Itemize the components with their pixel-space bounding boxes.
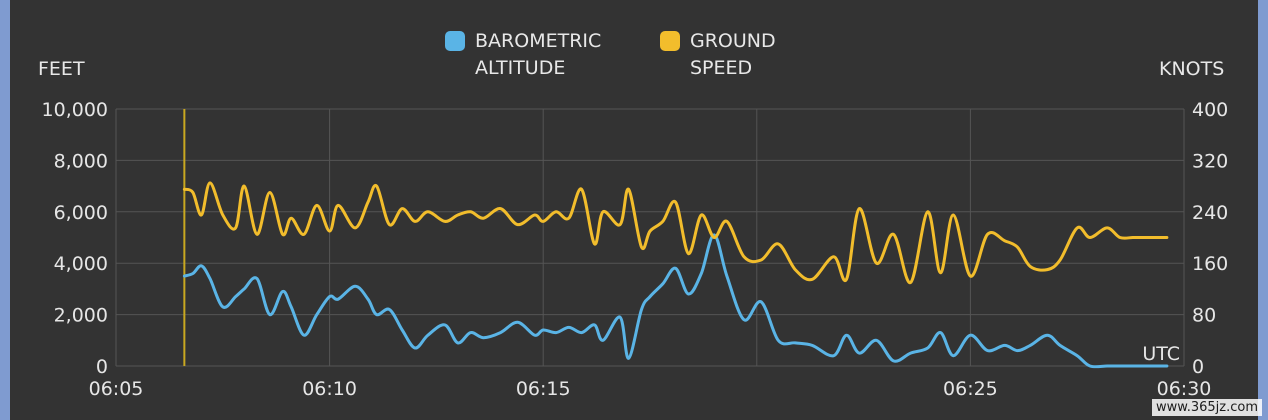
y-left-tick-label: 2,000 bbox=[54, 305, 108, 327]
right-axis-title: KNOTS bbox=[1159, 58, 1225, 80]
y-left-tick-label: 10,000 bbox=[42, 99, 108, 121]
grid-lines bbox=[115, 108, 1185, 367]
x-tick-label: 06:15 bbox=[516, 378, 571, 400]
y-right-tick-label: 80 bbox=[1192, 305, 1216, 327]
series-layer bbox=[182, 109, 1169, 369]
legend-swatch-altitude bbox=[445, 31, 465, 51]
legend-swatch-speed bbox=[660, 31, 680, 51]
x-tick-label: 06:05 bbox=[89, 378, 144, 400]
legend-label-altitude: BAROMETRIC ALTITUDE bbox=[475, 30, 602, 79]
right-border-strip bbox=[1258, 0, 1268, 420]
x-tick-label: 06:10 bbox=[302, 378, 357, 400]
legend-label-speed: GROUND SPEED bbox=[690, 30, 776, 79]
left-axis-title: FEET bbox=[38, 58, 85, 80]
y-right-tick-label: 240 bbox=[1192, 202, 1228, 224]
legend-item-altitude[interactable]: BAROMETRIC ALTITUDE bbox=[445, 28, 601, 82]
y-left-tick-label: 6,000 bbox=[54, 202, 108, 224]
y-left-tick-label: 4,000 bbox=[54, 253, 108, 275]
y-right-tick-label: 0 bbox=[1192, 356, 1204, 378]
tick-labels: 10,000 400 8,000 320 6,000 240 4,000 160 2,000 80… bbox=[42, 99, 1229, 400]
x-tick-label: 06:25 bbox=[943, 378, 998, 400]
y-left-tick-label: 0 bbox=[96, 356, 108, 378]
speed-series-line bbox=[182, 181, 1169, 285]
altitude-series-line bbox=[182, 233, 1169, 369]
y-left-tick-label: 8,000 bbox=[54, 150, 108, 172]
y-right-tick-label: 320 bbox=[1192, 150, 1228, 172]
x-tick-label: 06:30 bbox=[1157, 378, 1212, 400]
legend-item-speed[interactable]: GROUND SPEED bbox=[660, 28, 776, 82]
y-right-tick-label: 160 bbox=[1192, 253, 1228, 275]
y-right-tick-label: 400 bbox=[1192, 99, 1228, 121]
watermark: www.365jz.com bbox=[1152, 399, 1262, 416]
x-axis-label: UTC bbox=[1142, 343, 1180, 365]
